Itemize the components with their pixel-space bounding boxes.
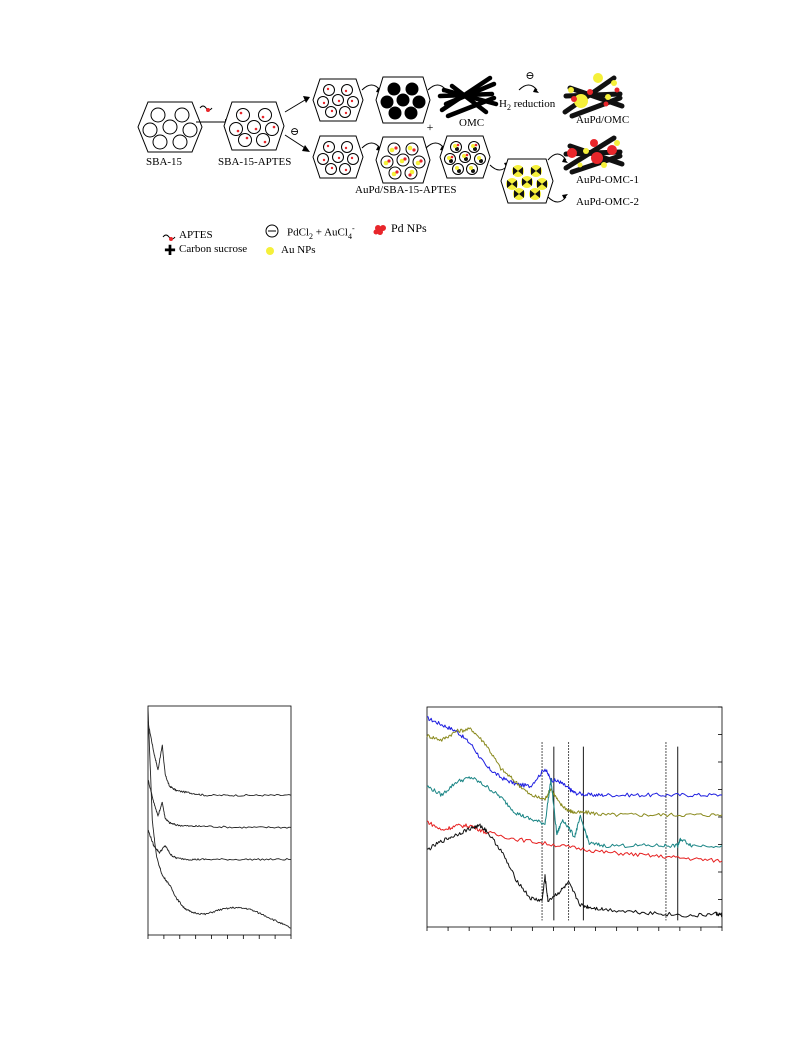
label-sba15: SBA-15 [146,156,183,168]
left-chart-series [147,708,292,929]
right-chart [426,706,723,931]
aupd-omc1-rods [563,135,625,175]
bottom-hexagon-1 [312,135,364,179]
carbon-filled-hexagon [375,76,431,124]
label-omc: OMC [459,117,485,129]
minus-symbol-bottom: ⊖ [290,126,299,138]
omc-rods [437,75,499,119]
legend-minus-icon [265,224,279,238]
left-chart-ticks [147,935,292,939]
right-chart-reference-lines [541,742,679,921]
series-line-2 [147,779,292,829]
legend-precursor-label: PdCl2 + AuCl4- [287,224,355,241]
series-line-3 [147,829,292,861]
label-aupd-sba15-aptes: AuPd/SBA-15-APTES [355,184,457,196]
sba15-hexagon [137,101,203,153]
legend-au-icon [266,247,274,255]
left-chart-frame [147,705,292,936]
aupd-omc-rods [562,73,625,119]
left-chart [147,705,292,939]
branch-arrows [284,96,310,152]
right-chart-ticks [426,706,723,931]
legend-aptes-label: APTES [179,229,213,241]
series-line-4 [147,708,292,929]
top-hexagon-1 [312,78,364,122]
aupd-sba-hexagon [375,136,431,184]
synthesis-scheme: ⊖ ⊖ [137,70,625,259]
legend-aptes-icon [162,234,176,241]
label-h2-reduction: H2 reduction [499,98,556,113]
label-aupd-omc2: AuPd-OMC-2 [576,196,639,208]
legend-pd-label: Pd NPs [391,221,427,235]
series-line-1 [147,721,292,797]
series-line-4 [426,820,723,863]
right-chart-series [426,716,723,918]
series-line-3 [426,776,723,848]
carbonized-hexagon [500,158,554,204]
legend-pd-icon [373,225,386,235]
label-aupd-omc: AuPd/OMC [576,114,630,126]
legend-au-label: Au NPs [281,244,316,256]
legend-carbon-icon: ✚ [164,244,176,259]
label-aupd-omc1: AuPd-OMC-1 [576,174,639,186]
plus-symbol: + [427,120,434,134]
sba15-aptes-hexagon [223,101,285,151]
carbon-impregnated-hexagon [439,135,491,179]
series-line-2 [426,727,723,818]
label-sba15-aptes: SBA-15-APTES [218,156,292,168]
minus-symbol-top: ⊖ [525,70,534,82]
legend-carbon-label: Carbon sucrose [179,243,248,255]
series-line-5 [426,823,723,918]
